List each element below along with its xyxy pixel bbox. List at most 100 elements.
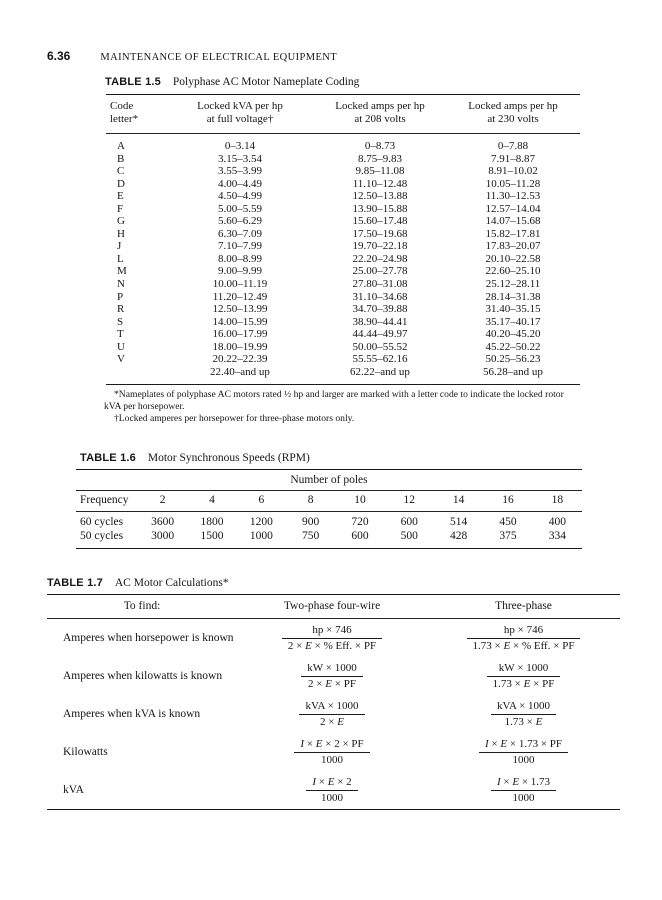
table-cell: 15.60–17.48 (352, 215, 408, 228)
t16-span-header: Number of poles (76, 470, 582, 491)
table-cell: 720 (351, 516, 369, 528)
fraction-numerator: I × E × 1.73 × PF (478, 738, 569, 753)
table-cell: 16.00–17.99 (212, 328, 268, 341)
table-row: J 7.10–7.99 19.70–22.18 17.83–20.07 (106, 240, 580, 253)
t16-span-row: Number of poles (76, 470, 582, 491)
fraction-numerator: kVA × 1000 (299, 700, 365, 715)
table-cell: 55.55–62.16 (352, 353, 408, 366)
table16-title: Motor Synchronous Speeds (RPM) (147, 452, 310, 464)
row-label: Kilowatts (63, 746, 108, 758)
table-cell: 400 (548, 516, 566, 528)
t17-header-row: To find: Two-phase four-wire Three-phase (47, 595, 620, 619)
table-cell: 5.60–6.29 (218, 215, 262, 228)
formula-fraction: I × E × 2 × PF 1000 (294, 738, 370, 767)
row-label: Amperes when kVA is known (63, 708, 201, 720)
formula-fraction: kVA × 1000 1.73 × E (490, 700, 557, 729)
header-line: Code (110, 100, 134, 112)
table-cell: E (117, 190, 124, 203)
table-cell: 900 (302, 516, 320, 528)
fraction-denominator: 1.73 × E × % Eff. × PF (472, 639, 575, 652)
table-cell: 34.70–39.88 (352, 303, 408, 316)
table-cell: 3.15–3.54 (218, 152, 262, 165)
formula-cell: kW × 1000 1.73 × E × PF (427, 657, 620, 695)
page-number: 6.36 (47, 49, 71, 63)
table-cell: 7.10–7.99 (218, 240, 262, 253)
table-cell: A (117, 140, 125, 152)
t16-header-row: Frequency 2 4 6 8 10 12 14 16 18 (76, 490, 582, 512)
table16-grid: Number of poles Frequency 2 4 6 8 10 12 14 16 18 … (76, 470, 582, 548)
table-cell: 17.50–19.68 (352, 227, 408, 240)
column-header: 8 (285, 490, 336, 512)
table-row: L 8.00–8.99 22.20–24.98 20.10–22.58 (106, 253, 580, 266)
formula-cell: I × E × 2 1000 (237, 771, 427, 809)
table-cell: D (117, 177, 125, 190)
table-cell: 5.00–5.59 (218, 202, 262, 215)
table-cell: 375 (499, 530, 517, 542)
table-cell: 514 (450, 516, 468, 528)
column-header: Locked amps per hp at 230 volts (446, 95, 580, 134)
table-row: H 6.30–7.09 17.50–19.68 15.82–17.81 (106, 228, 580, 241)
table17: To find: Two-phase four-wire Three-phase… (47, 594, 620, 810)
table-cell: 14.07–15.68 (485, 215, 541, 228)
table-cell: 600 (351, 530, 369, 542)
table-cell: 38.90–44.41 (352, 315, 408, 328)
table-row: Amperes when kilowatts is known kW × 1000… (47, 657, 620, 695)
table-cell: 1800 (200, 516, 224, 528)
table-cell: 10.05–11.28 (485, 177, 541, 190)
formula-fraction: hp × 746 1.73 × E × % Eff. × PF (466, 624, 581, 653)
row-label: Amperes when kilowatts is known (63, 670, 223, 682)
table17-title: AC Motor Calculations* (114, 577, 229, 589)
table-cell: 8.75–9.83 (358, 152, 402, 165)
fraction-denominator: 1.73 × E (504, 715, 543, 728)
header-line: at 208 volts (354, 113, 406, 125)
table-cell: 6.30–7.09 (218, 227, 262, 240)
table-cell: 0–8.73 (364, 140, 396, 152)
column-header: To find: (47, 595, 237, 619)
t16-body: 60 cycles 3600 1800 1200 900 720 600 514 450 400 5… (76, 512, 582, 549)
formula-fraction: kVA × 1000 2 × E (299, 700, 365, 729)
table-cell: 62.22–and up (350, 365, 410, 378)
table-row: M 9.00–9.99 25.00–27.78 22.60–25.10 (106, 265, 580, 278)
column-header: Three-phase (427, 595, 620, 619)
fraction-numerator: I × E × 1.73 (490, 776, 557, 791)
column-header: Two-phase four-wire (237, 595, 427, 619)
row-label: Amperes when horsepower is known (63, 632, 234, 644)
table-cell: 600 (400, 516, 418, 528)
table-cell: 11.10–12.48 (352, 177, 408, 190)
table-cell: 500 (400, 530, 418, 542)
table17-grid: To find: Two-phase four-wire Three-phase… (47, 595, 620, 809)
table-cell: 8.00–8.99 (218, 252, 262, 265)
table-cell: 3000 (151, 530, 175, 542)
table-cell: P (117, 290, 124, 303)
table-cell: 28.14–31.38 (485, 290, 541, 303)
column-header: 18 (532, 490, 582, 512)
table-cell: B (117, 152, 125, 165)
header-line: at 230 volts (487, 113, 539, 125)
table-cell: 8.91–10.02 (488, 165, 538, 178)
fraction-denominator: 2 × E × % Eff. × PF (287, 639, 377, 652)
table-row: V 20.22–22.39 55.55–62.16 50.25–56.23 (106, 353, 580, 366)
table-cell: 15.82–17.81 (485, 227, 541, 240)
header-line: at full voltage† (206, 113, 274, 125)
table-row: Kilowatts I × E × 2 × PF 1000 I × E × 1.73 … (47, 733, 620, 771)
table-cell: G (117, 215, 125, 228)
table-cell: 45.22–50.22 (485, 340, 541, 353)
formula-cell: I × E × 1.73 × PF 1000 (427, 733, 620, 771)
table-cell: L (117, 252, 124, 265)
column-header: 10 (335, 490, 385, 512)
table-row: 22.40–and up 62.22–and up 56.28–and up (106, 366, 580, 385)
column-header: 12 (384, 490, 434, 512)
formula-cell: I × E × 1.73 1000 (427, 771, 620, 809)
table-cell: F (117, 202, 124, 215)
table-cell: 334 (548, 530, 566, 542)
table-row: D 4.00–4.49 11.10–12.48 10.05–11.28 (106, 178, 580, 191)
table-cell: U (117, 340, 125, 353)
table-row: 50 cycles 3000 1500 1000 750 600 500 428 375 334 (76, 529, 582, 548)
table-cell: 50 cycles (80, 530, 124, 542)
header-line: Locked amps per hp (468, 100, 558, 112)
footnote: †Locked amperes per horsepower for three… (104, 413, 592, 425)
fraction-denominator: 1.73 × E × PF (492, 677, 555, 690)
table15-label: TABLE 1.5 (105, 76, 161, 88)
fraction-numerator: hp × 746 (466, 624, 581, 639)
